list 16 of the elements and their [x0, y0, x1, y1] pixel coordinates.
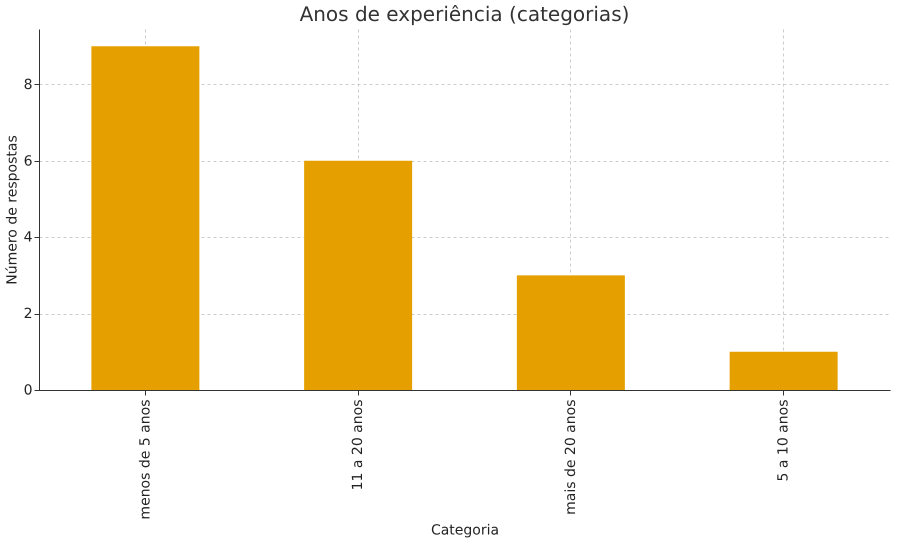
y-tick-label: 0 [24, 382, 32, 398]
y-axis-title: Número de respostas [4, 135, 21, 285]
y-tick-label: 8 [24, 76, 32, 93]
x-tick-label: 5 a 10 anos [776, 400, 792, 482]
bar [516, 275, 625, 390]
x-tick-label: 11 a 20 anos [350, 400, 366, 490]
chart-title: Anos de experiência (categorias) [300, 2, 630, 26]
x-tick-label: mais de 20 anos [562, 400, 579, 515]
x-tick-label: menos de 5 anos [137, 400, 154, 520]
x-axis-title: Categoria [430, 522, 500, 539]
y-tick-label: 4 [24, 230, 33, 246]
bar [91, 46, 200, 390]
y-tick-label: 6 [24, 153, 33, 170]
y-tick-label: 2 [24, 306, 32, 322]
bar [730, 352, 838, 390]
bar [304, 160, 412, 390]
